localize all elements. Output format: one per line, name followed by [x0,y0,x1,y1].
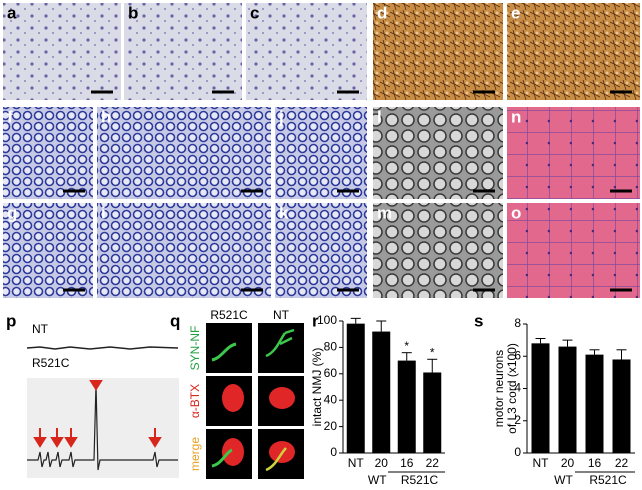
y-tick-label: 6 [514,348,521,362]
column-label: NT [273,308,290,322]
x-tick-label: 22 [615,456,629,470]
trace-label: R521C [32,356,70,370]
y-tick-label: 8 [514,316,521,330]
group-label: R521C [589,473,627,487]
y-tick-label: 2 [514,413,521,427]
trace-nt [26,346,179,350]
panel-letter: m [377,203,392,222]
bar [423,372,442,453]
panel-letter: d [377,3,387,22]
micrograph [275,203,367,298]
staining-cells [206,323,304,479]
bar [585,354,604,453]
y-tick-label: 0 [330,445,337,459]
bar [531,343,550,453]
bar [372,331,391,453]
panel-letter: p [6,311,16,330]
group-label: R521C [401,473,439,487]
micrograph [275,107,367,199]
y-tick-label: 60 [324,366,338,380]
bar [397,360,416,453]
x-tick-label: 20 [375,456,389,470]
panel-letter: l [377,107,382,126]
y-tick-label: 0 [514,445,521,459]
bar [612,359,631,453]
panel-letter: b [128,3,138,22]
panel-letter: f [7,107,13,126]
micrograph [97,107,271,199]
y-axis-label: motor neurons [492,350,506,427]
panel-letter: i [101,203,106,222]
panel-letter: g [7,203,17,222]
trace-background [27,378,179,478]
panel-letter: c [250,3,259,22]
x-tick-label: NT [348,456,365,470]
panel-letter: k [279,203,289,222]
y-tick-label: 40 [324,392,338,406]
panel-letter: e [511,3,520,22]
micrograph [507,107,640,199]
x-tick-label: NT [533,456,550,470]
group-label: WT [368,473,387,487]
x-tick-label: 16 [400,456,414,470]
panel-letter: a [7,3,17,22]
column-label: R521C [210,308,248,322]
micrograph [3,107,93,199]
y-tick-label: 20 [324,419,338,433]
x-tick-label: 16 [588,456,602,470]
y-axis-label: of L3 cord (x100) [505,343,519,434]
micrograph [373,107,503,199]
x-tick-label: 20 [561,456,575,470]
panel-letter: n [511,107,521,126]
micrograph [124,3,242,100]
panel-letter: j [278,107,284,126]
group-label: WT [554,473,573,487]
row-label: α-BTX [188,384,202,418]
panel-letter: h [101,107,111,126]
y-axis-label: intact NMJ (%) [310,348,324,427]
micrograph [507,3,640,100]
y-tick-label: 4 [514,381,521,395]
arrows [33,380,162,448]
panel-letter: r [312,311,319,330]
x-tick-label: 22 [426,456,440,470]
panel-letter: s [474,311,483,330]
trace-r521c [27,383,178,471]
micrograph [246,3,367,100]
row-label: merge [188,437,202,471]
y-tick-label: 80 [324,340,338,354]
micrograph [3,3,121,100]
micrograph [3,203,93,298]
micrograph [507,203,640,298]
micrograph [373,3,503,100]
micrograph [373,203,503,298]
significance: * [430,345,435,359]
bar [558,346,577,453]
y-tick-label: 100 [317,313,337,327]
panel-letter: q [170,311,180,330]
trace-label: NT [32,322,49,336]
row-label: SYN-NF [188,326,202,371]
panel-letter: o [511,203,521,222]
micrograph [97,203,271,298]
bar [346,323,365,453]
significance: * [404,339,409,353]
